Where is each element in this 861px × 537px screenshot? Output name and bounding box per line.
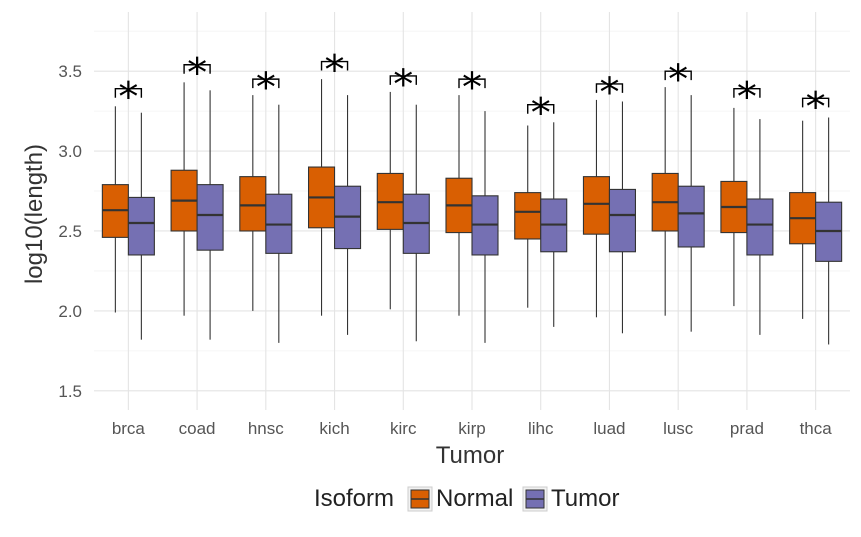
legend-key-normal (407, 486, 433, 512)
significance-coad: * (183, 51, 211, 97)
box-normal-lihc (514, 125, 542, 308)
significance-star: * (393, 62, 413, 108)
box-normal-coad (170, 82, 198, 316)
significance-thca: * (801, 84, 830, 130)
significance-luad: * (595, 70, 624, 116)
y-tick-label: 3.5 (58, 62, 82, 81)
y-axis-tick-labels: 1.5 2.0 2.5 3.0 3.5 (58, 62, 82, 401)
x-tick-label: kirp (458, 419, 485, 438)
legend: Isoform Normal Tumor (314, 485, 619, 512)
box-normal-lusc (651, 87, 679, 316)
significance-star: * (806, 84, 826, 130)
significance-star: * (737, 75, 757, 121)
box-normal-brca (101, 106, 129, 313)
box-tumor-prad (746, 119, 774, 335)
legend-key-tumor (522, 486, 548, 512)
box-tumor-thca (815, 117, 843, 345)
box-normal-prad (720, 107, 748, 307)
x-axis-title: Tumor (436, 442, 504, 469)
box-tumor-kich (333, 95, 362, 335)
x-tick-label: lusc (663, 419, 694, 438)
y-axis-title: log10(length) (21, 144, 48, 284)
significance-brca: * (114, 75, 143, 121)
box-tumor-coad (196, 90, 224, 340)
significance-bracket (320, 60, 349, 71)
box-tumor-hnsc (265, 104, 293, 343)
significance-bracket (389, 75, 417, 85)
significance-star: * (325, 48, 345, 94)
y-tick-label: 1.5 (58, 382, 82, 401)
significance-star: * (599, 70, 619, 116)
box-body (239, 176, 267, 232)
significance-star: * (118, 75, 138, 121)
box-tumor-kirc (402, 104, 430, 342)
significance-kirp: * (458, 65, 486, 111)
x-tick-label: hnsc (248, 419, 284, 438)
box-normal-kirc (376, 91, 404, 310)
significance-bracket (252, 78, 280, 89)
box-body (608, 188, 637, 253)
box-series (101, 79, 843, 345)
box-body (127, 196, 155, 256)
significance-bracket (595, 83, 624, 93)
significance-bracket (114, 88, 143, 98)
x-tick-label: kirc (390, 419, 417, 438)
significance-star: * (462, 65, 482, 111)
significance-bracket (458, 78, 486, 89)
box-tumor-lihc (540, 122, 568, 327)
box-tumor-kirp (471, 111, 499, 343)
significance-star: * (187, 51, 207, 97)
x-tick-label: thca (800, 419, 833, 438)
y-tick-label: 2.0 (58, 302, 82, 321)
y-tick-label: 2.5 (58, 222, 82, 241)
significance-lusc: * (664, 57, 692, 103)
legend-label-normal: Normal (436, 485, 513, 512)
box-normal-thca (789, 120, 817, 319)
box-body (196, 184, 224, 251)
box-body (582, 176, 611, 235)
significance-star: * (256, 65, 276, 111)
significance-hnsc: * (252, 65, 280, 111)
x-tick-label: coad (179, 419, 216, 438)
significance-bracket (733, 88, 761, 98)
significance-kirc: * (389, 62, 417, 108)
legend-label-tumor: Tumor (551, 485, 619, 512)
significance-star: * (531, 91, 551, 137)
box-tumor-luad (608, 101, 637, 334)
legend-title: Isoform (314, 485, 394, 512)
box-normal-luad (582, 99, 611, 318)
box-tumor-lusc (677, 95, 705, 332)
significance-bracket (801, 97, 830, 108)
box-normal-kirp (445, 95, 473, 316)
x-tick-label: kich (319, 419, 349, 438)
significance-bracket (527, 104, 555, 114)
box-normal-kich (307, 79, 336, 316)
box-tumor-brca (127, 112, 155, 340)
box-normal-hnsc (239, 95, 267, 311)
x-axis-tick-labels: brca coad hnsc kich kirc kirp lihc luad lusc prad… (112, 419, 832, 438)
significance-bracket (664, 70, 692, 81)
significance-kich: * (320, 48, 349, 94)
significance-annotations: * * * * * * * * * * * (114, 48, 830, 137)
x-tick-label: lihc (528, 419, 554, 438)
box-body (514, 192, 542, 240)
x-tick-label: luad (593, 419, 625, 438)
significance-bracket (183, 64, 211, 74)
box-body (677, 185, 705, 248)
box-body (746, 198, 774, 256)
significance-lihc: * (527, 91, 555, 137)
x-tick-label: prad (730, 419, 764, 438)
significance-star: * (668, 57, 688, 103)
y-tick-label: 3.0 (58, 142, 82, 161)
significance-prad: * (733, 75, 761, 121)
x-tick-label: brca (112, 419, 146, 438)
